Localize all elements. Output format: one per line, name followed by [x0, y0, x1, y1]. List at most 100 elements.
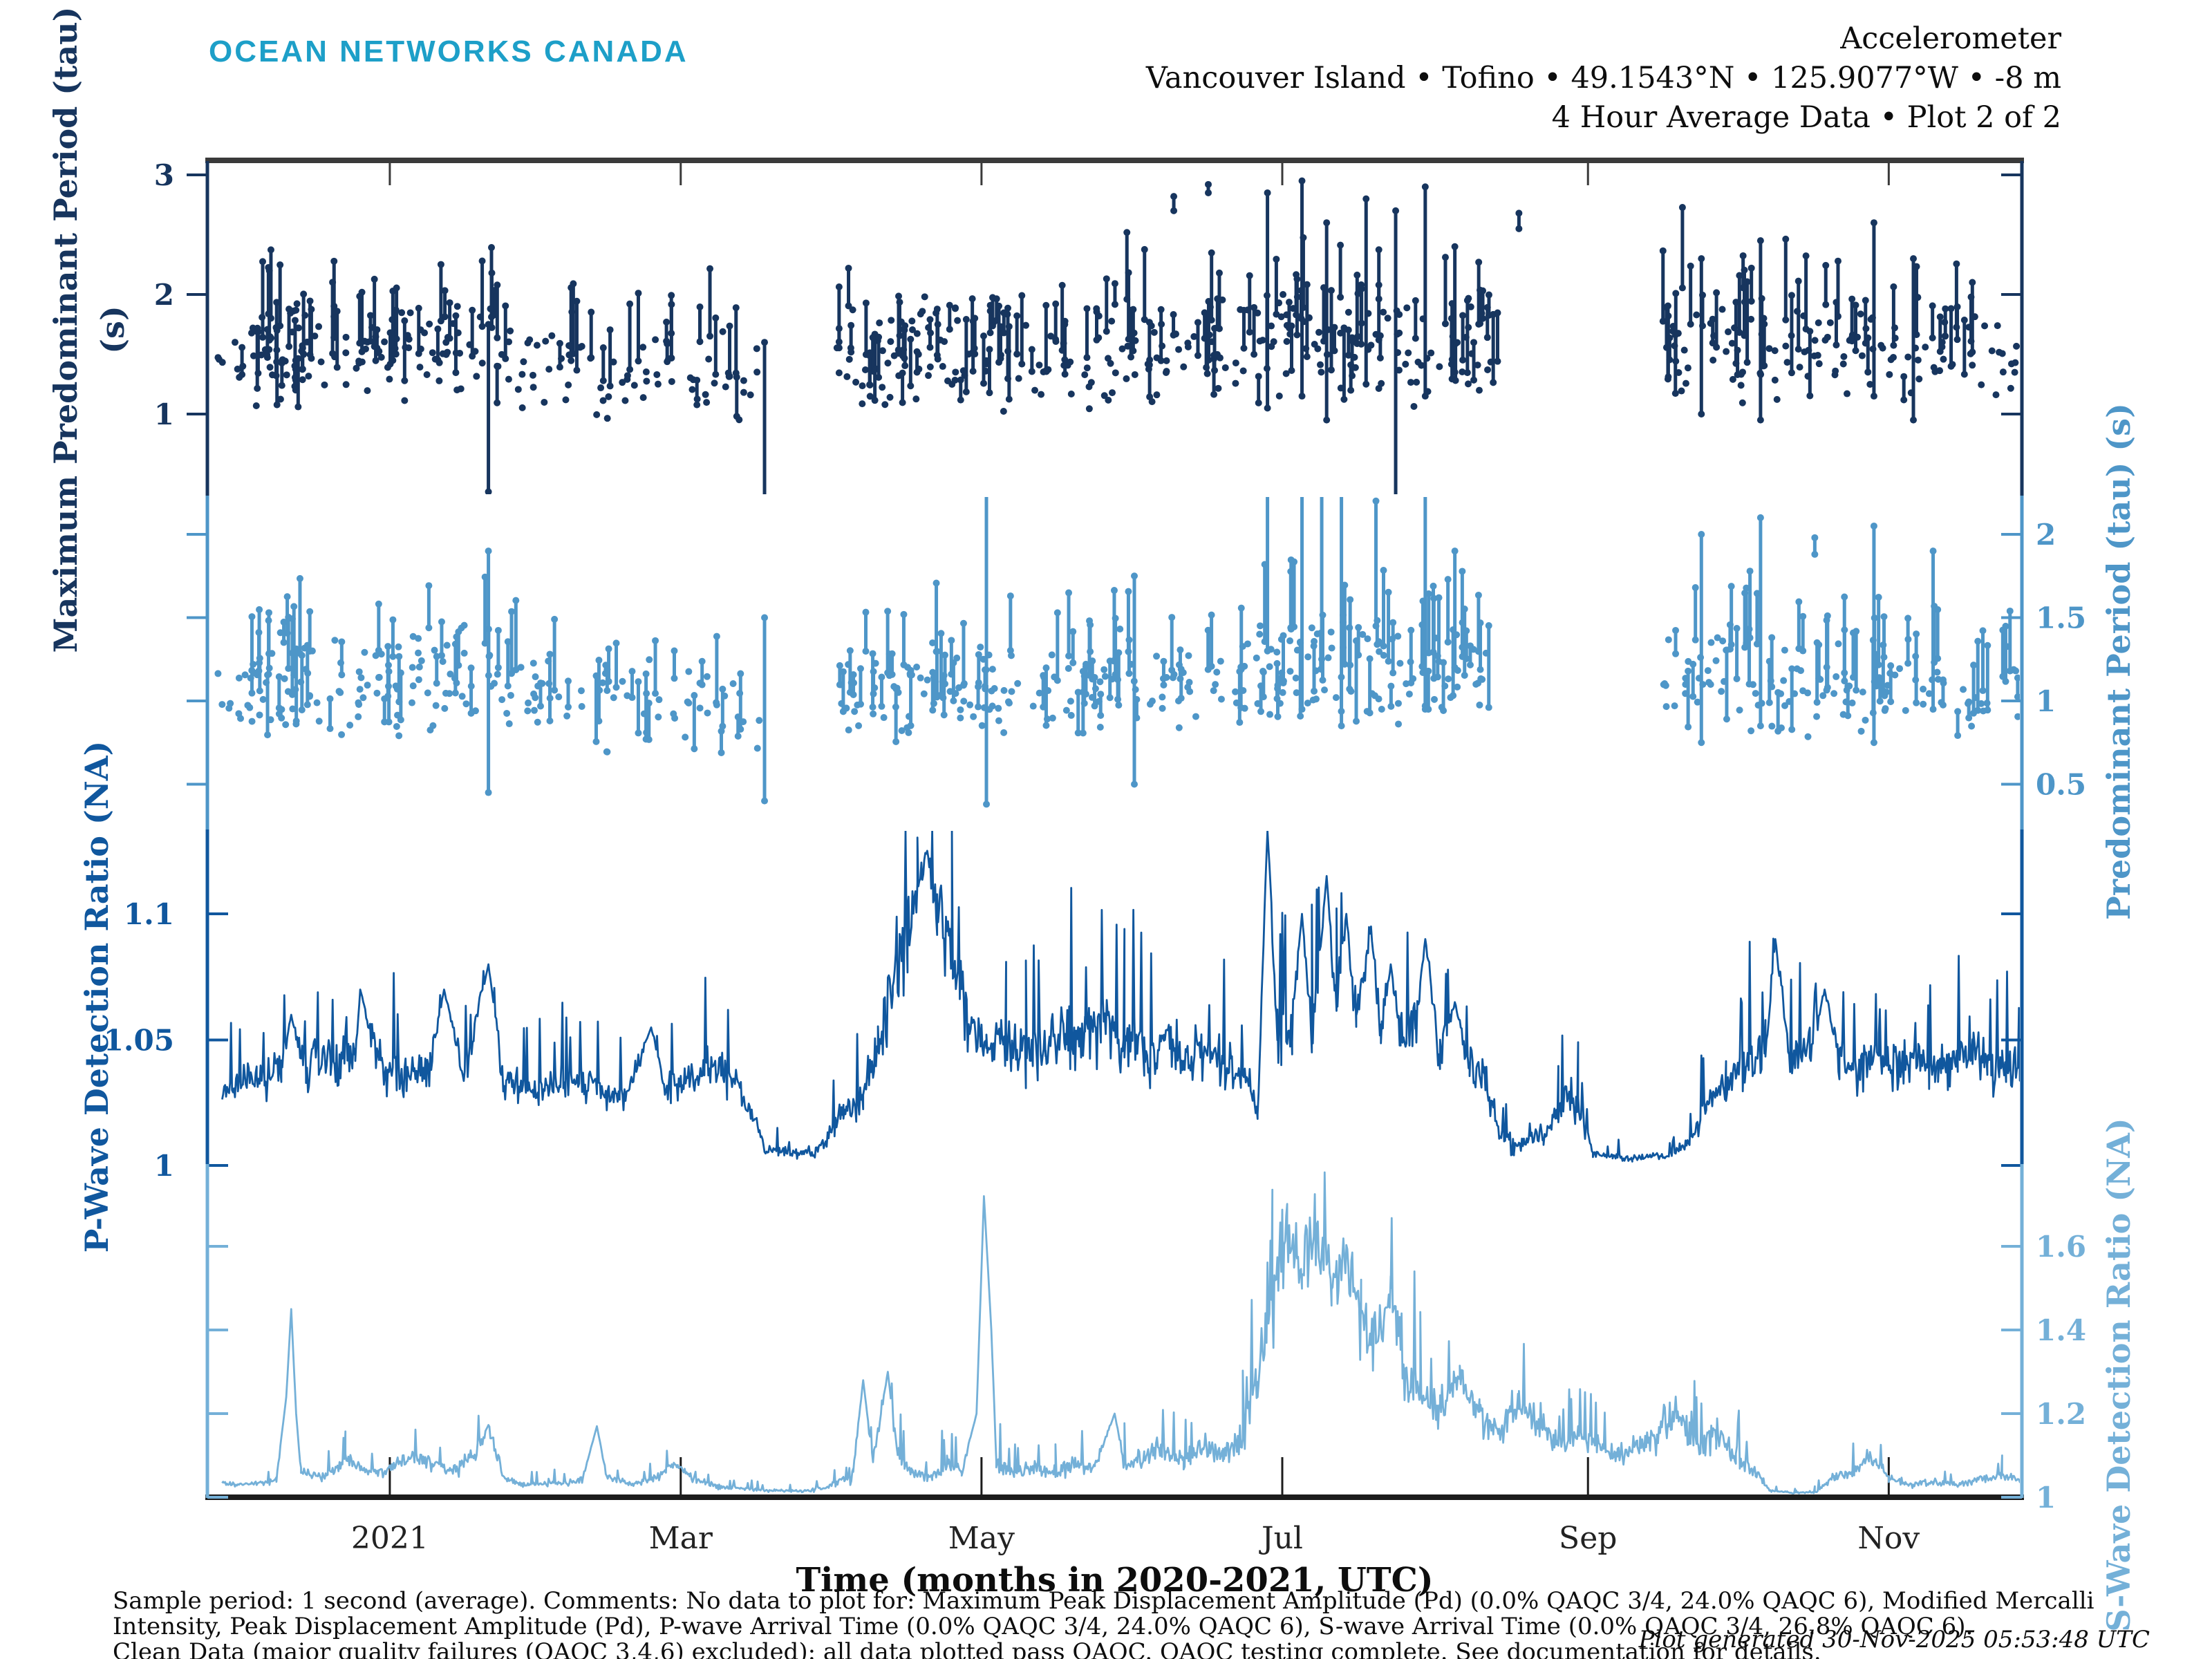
- point-predominant-period: [1421, 706, 1429, 713]
- point-predominant-period: [944, 485, 950, 491]
- point-predominant-period: [375, 600, 382, 608]
- point-max-predominant-period: [957, 376, 964, 384]
- point-max-predominant-period: [1215, 269, 1223, 276]
- point-max-predominant-period: [1451, 368, 1459, 376]
- point-predominant-period: [1870, 522, 1877, 529]
- point-max-predominant-period: [1303, 353, 1311, 360]
- point-max-predominant-period: [429, 349, 436, 357]
- point-predominant-period: [933, 648, 941, 655]
- point-max-predominant-period: [355, 357, 363, 365]
- point-predominant-period: [241, 671, 249, 679]
- point-predominant-period: [1662, 703, 1670, 711]
- point-max-predominant-period: [1282, 370, 1290, 377]
- point-predominant-period: [508, 608, 516, 615]
- point-max-predominant-period: [1298, 393, 1306, 400]
- point-predominant-period: [389, 653, 397, 660]
- point-max-predominant-period: [1013, 312, 1021, 319]
- point-max-predominant-period: [866, 352, 874, 359]
- point-predominant-period: [1691, 636, 1699, 644]
- point-predominant-period: [628, 694, 636, 702]
- point-predominant-period: [326, 695, 334, 702]
- point-max-predominant-period: [1124, 342, 1132, 350]
- point-predominant-period: [1781, 646, 1788, 654]
- point-max-predominant-period: [1293, 311, 1300, 319]
- point-predominant-period: [851, 708, 859, 715]
- point-max-predominant-period: [908, 326, 916, 333]
- point-max-predominant-period: [1351, 353, 1358, 361]
- point-max-predominant-period: [635, 290, 642, 297]
- point-predominant-period: [1788, 665, 1796, 673]
- y-tick-label-p-wave-detection-ratio: 1.05: [104, 1024, 174, 1058]
- point-max-predominant-period: [688, 386, 696, 393]
- point-predominant-period: [1040, 672, 1047, 679]
- point-predominant-period: [978, 722, 986, 729]
- point-max-predominant-period: [980, 379, 988, 387]
- point-predominant-period: [1689, 660, 1697, 668]
- point-max-predominant-period: [485, 488, 492, 494]
- point-predominant-period: [1232, 699, 1240, 706]
- point-predominant-period: [595, 657, 603, 664]
- point-max-predominant-period: [1219, 296, 1226, 303]
- point-predominant-period: [355, 701, 363, 709]
- point-max-predominant-period: [1215, 384, 1222, 392]
- point-max-predominant-period: [529, 371, 536, 379]
- point-predominant-period: [1376, 648, 1383, 655]
- point-predominant-period: [1279, 688, 1286, 696]
- point-predominant-period: [462, 700, 470, 708]
- point-predominant-period: [393, 722, 400, 730]
- point-predominant-period: [1185, 652, 1192, 659]
- point-max-predominant-period: [1205, 298, 1212, 306]
- point-max-predominant-period: [1293, 331, 1301, 339]
- point-predominant-period: [870, 710, 877, 718]
- point-predominant-period: [1131, 572, 1138, 580]
- point-max-predominant-period: [995, 359, 1003, 366]
- point-predominant-period: [1347, 662, 1354, 669]
- point-predominant-period: [1920, 700, 1927, 708]
- point-max-predominant-period: [1353, 271, 1361, 279]
- point-max-predominant-period: [526, 336, 534, 344]
- point-max-predominant-period: [1815, 360, 1823, 368]
- point-max-predominant-period: [2012, 359, 2019, 366]
- point-predominant-period: [959, 619, 967, 627]
- point-max-predominant-period: [1969, 279, 1976, 286]
- point-predominant-period: [467, 709, 475, 717]
- point-predominant-period: [1719, 637, 1727, 645]
- point-max-predominant-period: [1996, 348, 2003, 356]
- point-predominant-period: [424, 689, 431, 697]
- point-max-predominant-period: [668, 377, 675, 385]
- point-predominant-period: [1044, 687, 1052, 695]
- point-max-predominant-period: [1146, 393, 1154, 401]
- point-max-predominant-period: [1811, 337, 1819, 344]
- point-max-predominant-period: [761, 506, 768, 513]
- point-predominant-period: [1476, 701, 1483, 709]
- point-predominant-period: [1049, 714, 1056, 722]
- point-predominant-period: [1000, 729, 1008, 736]
- point-max-predominant-period: [1347, 386, 1355, 394]
- point-max-predominant-period: [875, 373, 883, 381]
- point-max-predominant-period: [1960, 316, 1968, 324]
- point-predominant-period: [1445, 675, 1452, 683]
- point-max-predominant-period: [1264, 404, 1271, 412]
- point-max-predominant-period: [1756, 416, 1764, 424]
- point-predominant-period: [1746, 568, 1754, 575]
- point-predominant-period: [384, 693, 392, 700]
- point-max-predominant-period: [1494, 309, 1501, 317]
- point-max-predominant-period: [1718, 306, 1726, 313]
- point-predominant-period: [255, 628, 263, 636]
- point-predominant-period: [1799, 612, 1807, 620]
- x-tick-label: Nov: [1857, 1521, 1920, 1556]
- point-max-predominant-period: [478, 323, 486, 330]
- point-predominant-period: [1311, 687, 1318, 695]
- point-predominant-period: [1091, 702, 1098, 710]
- point-predominant-period: [855, 722, 863, 729]
- point-max-predominant-period: [331, 353, 339, 361]
- point-max-predominant-period: [1848, 295, 1856, 303]
- point-max-predominant-period: [1004, 304, 1012, 312]
- point-predominant-period: [1185, 679, 1193, 686]
- point-predominant-period: [1304, 700, 1311, 707]
- point-predominant-period: [458, 693, 466, 700]
- point-predominant-period: [1811, 534, 1819, 541]
- point-max-predominant-period: [654, 380, 662, 388]
- y-tick-label-p-wave-detection-ratio: 1: [154, 1149, 174, 1183]
- point-max-predominant-period: [267, 315, 274, 322]
